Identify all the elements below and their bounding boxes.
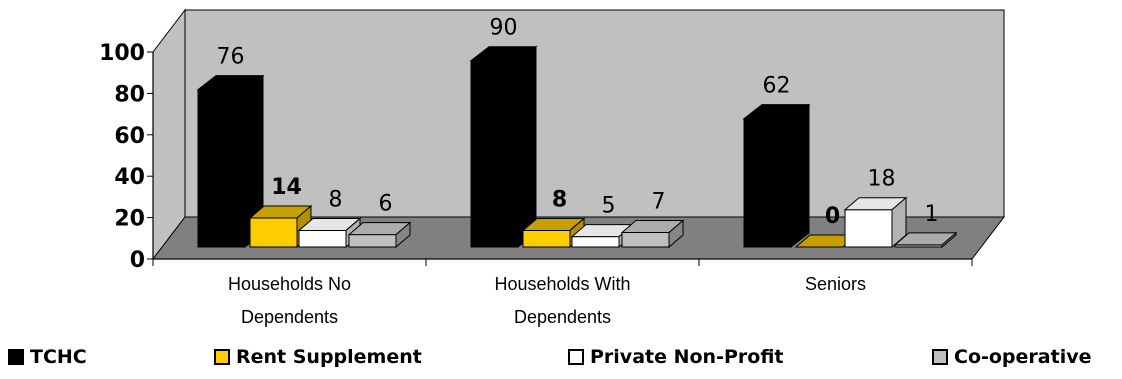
legend-label-rent-supplement: Rent Supplement <box>236 346 422 368</box>
data-label: 6 <box>379 192 393 217</box>
bar-private-non-profit-households-no-dependents <box>297 217 362 249</box>
legend-item-co-operative: Co-operative <box>932 342 1091 372</box>
bar-tchc-seniors <box>742 103 811 249</box>
legend-item-tchc: TCHC <box>8 342 87 372</box>
bar-co-operative-households-no-dependents <box>347 221 412 249</box>
bar-side <box>790 103 810 249</box>
category-label: Seniors <box>805 274 866 294</box>
bar-co-operative-households-with-dependents <box>620 219 685 249</box>
chart-labels: Households No Dependents Households With De… <box>217 16 939 327</box>
data-label: 1 <box>925 202 939 227</box>
data-label: 7 <box>652 190 666 215</box>
legend-item-private-non-profit: Private Non-Profit <box>568 342 783 372</box>
bar-tchc-households-no-dependents <box>196 74 265 249</box>
bar-front <box>348 234 397 248</box>
bar-side <box>941 231 957 249</box>
legend-swatch-tchc <box>8 349 24 365</box>
y-tick-label: 80 <box>114 82 145 107</box>
chart-bars <box>196 45 958 249</box>
legend-label-tchc: TCHC <box>30 346 87 368</box>
bar-private-non-profit-seniors <box>843 196 908 249</box>
legend-swatch-co-operative <box>932 349 948 365</box>
y-tick-label: 0 <box>130 248 145 273</box>
bar-front <box>743 118 792 248</box>
y-tick-label: 100 <box>99 41 145 66</box>
legend: TCHC Rent Supplement Private Non-Profit … <box>0 342 1122 372</box>
bar-side <box>395 221 411 249</box>
category-label: Households No Dependents <box>228 274 351 327</box>
bar-side <box>517 45 537 249</box>
side-wall <box>152 8 186 261</box>
bar-front <box>844 209 893 248</box>
legend-label-co-operative: Co-operative <box>954 346 1092 368</box>
data-label: 5 <box>602 194 616 219</box>
bar-tchc-households-with-dependents <box>469 45 538 249</box>
legend-swatch-rent-supplement <box>214 349 230 365</box>
bar-front <box>298 229 347 248</box>
bar-front <box>621 232 670 248</box>
y-tick-label: 60 <box>114 124 145 149</box>
bar-co-operative-seniors <box>893 231 958 249</box>
data-label: 76 <box>217 45 245 70</box>
bar-front <box>522 229 571 248</box>
data-label: 62 <box>763 74 791 99</box>
y-tick-label: 20 <box>114 207 145 232</box>
data-label: 90 <box>490 16 518 41</box>
data-label: 18 <box>868 167 896 192</box>
data-label: 14 <box>271 175 302 200</box>
bar-front <box>470 60 519 248</box>
bar-side <box>668 219 684 249</box>
data-label: 0 <box>825 204 840 229</box>
y-tick-label: 40 <box>114 165 145 190</box>
bar-front <box>197 89 246 248</box>
legend-item-rent-supplement: Rent Supplement <box>214 342 422 372</box>
bar-front <box>249 217 298 248</box>
legend-swatch-private-non-profit <box>568 349 584 365</box>
category-label: Households With Dependents <box>494 274 630 327</box>
bar-front <box>571 236 620 248</box>
data-label: 8 <box>329 187 343 212</box>
data-label: 8 <box>552 187 567 212</box>
legend-label-private-non-profit: Private Non-Profit <box>590 346 784 368</box>
